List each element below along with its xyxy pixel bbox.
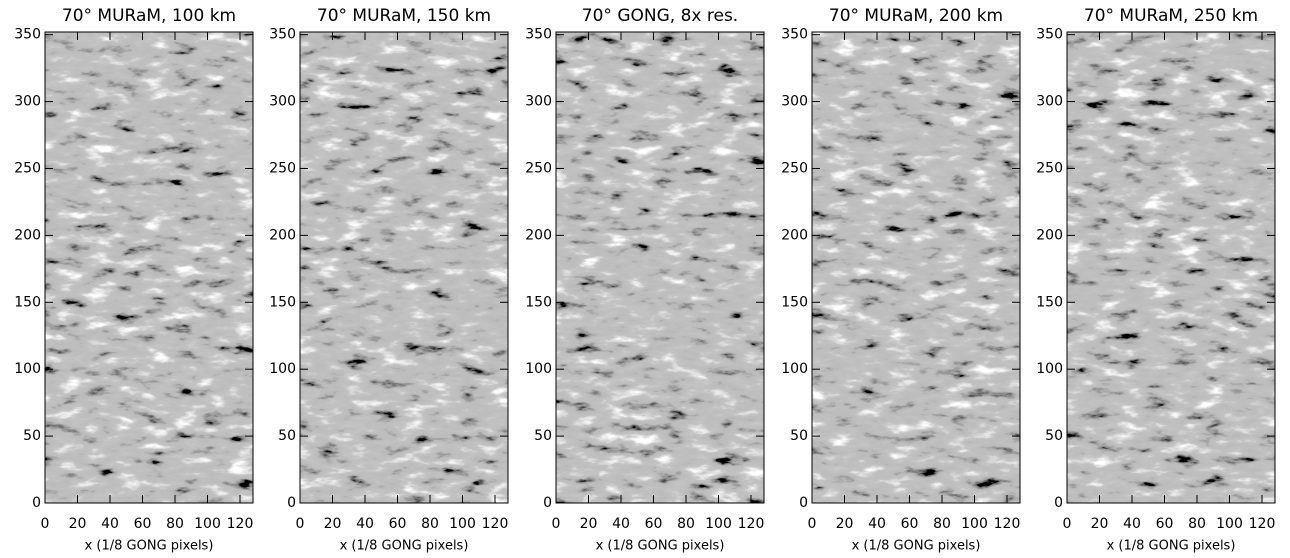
y-tick-label: 50: [790, 428, 808, 444]
y-tick-label: 100: [14, 361, 41, 377]
panel-title: 70° MURaM, 150 km: [317, 6, 491, 26]
x-tick-label: 120: [1249, 516, 1276, 532]
x-tick-label: 0: [808, 516, 817, 532]
x-tick-label: 100: [705, 516, 732, 532]
y-tick-label: 250: [781, 160, 808, 176]
y-tick-label: 300: [781, 94, 808, 110]
y-tick-label: 100: [269, 361, 296, 377]
y-tick-label: 250: [1036, 160, 1063, 176]
y-tick-label: 0: [799, 495, 808, 511]
x-tick-label: 40: [1123, 516, 1141, 532]
y-tick-label: 0: [32, 495, 41, 511]
y-tick-label: 200: [781, 227, 808, 243]
y-tick-label: 0: [1054, 495, 1063, 511]
x-tick-label: 0: [552, 516, 561, 532]
magnetogram: [1067, 32, 1275, 503]
y-tick-label: 150: [781, 294, 808, 310]
panel-title: 70° GONG, 8x res.: [582, 6, 738, 26]
x-tick-label: 120: [227, 516, 254, 532]
y-tick-label: 100: [781, 361, 808, 377]
y-tick-label: 250: [525, 160, 552, 176]
x-tick-label: 100: [449, 516, 476, 532]
y-tick-label: 200: [525, 227, 552, 243]
x-tick-label: 40: [101, 516, 119, 532]
x-tick-label: 80: [677, 516, 695, 532]
plot-frame: [811, 31, 1021, 504]
x-tick-label: 80: [1188, 516, 1206, 532]
x-axis-label: x (1/8 GONG pixels): [1107, 539, 1236, 554]
x-axis-label: x (1/8 GONG pixels): [596, 539, 725, 554]
x-tick-label: 100: [194, 516, 221, 532]
x-tick-label: 60: [645, 516, 663, 532]
plot-frame: [299, 31, 509, 504]
magnetogram: [556, 32, 764, 503]
x-tick-label: 20: [1091, 516, 1109, 532]
y-tick-label: 250: [14, 160, 41, 176]
y-tick-label: 200: [269, 227, 296, 243]
magnetogram: [300, 32, 508, 503]
plot-frame: [44, 31, 254, 504]
y-tick-label: 200: [1036, 227, 1063, 243]
x-tick-label: 120: [994, 516, 1021, 532]
x-tick-label: 80: [166, 516, 184, 532]
y-tick-label: 0: [287, 495, 296, 511]
y-tick-label: 150: [269, 294, 296, 310]
x-tick-label: 20: [69, 516, 87, 532]
panel-title: 70° MURaM, 200 km: [829, 6, 1003, 26]
y-tick-label: 350: [1036, 27, 1063, 43]
y-tick-label: 0: [543, 495, 552, 511]
y-tick-label: 50: [534, 428, 552, 444]
y-tick-label: 100: [1036, 361, 1063, 377]
magnetogram: [45, 32, 253, 503]
y-tick-label: 300: [525, 94, 552, 110]
y-tick-label: 50: [23, 428, 41, 444]
plot-frame: [1066, 31, 1276, 504]
panel-title: 70° MURaM, 250 km: [1084, 6, 1258, 26]
x-tick-label: 0: [1063, 516, 1072, 532]
y-tick-label: 200: [14, 227, 41, 243]
x-tick-label: 80: [933, 516, 951, 532]
y-tick-label: 350: [525, 27, 552, 43]
y-tick-label: 100: [525, 361, 552, 377]
x-tick-label: 60: [134, 516, 152, 532]
x-tick-label: 120: [738, 516, 765, 532]
y-tick-label: 300: [14, 94, 41, 110]
y-tick-label: 350: [14, 27, 41, 43]
x-tick-label: 60: [901, 516, 919, 532]
x-tick-label: 40: [612, 516, 630, 532]
x-tick-label: 120: [482, 516, 509, 532]
x-tick-label: 20: [836, 516, 854, 532]
x-tick-label: 0: [41, 516, 50, 532]
y-tick-label: 150: [14, 294, 41, 310]
y-tick-label: 150: [525, 294, 552, 310]
magnetogram: [812, 32, 1020, 503]
x-tick-label: 40: [868, 516, 886, 532]
panel-title: 70° MURaM, 100 km: [62, 6, 236, 26]
x-tick-label: 60: [1156, 516, 1174, 532]
y-tick-label: 350: [269, 27, 296, 43]
x-tick-label: 40: [356, 516, 374, 532]
y-tick-label: 50: [278, 428, 296, 444]
x-tick-label: 20: [580, 516, 598, 532]
y-tick-label: 250: [269, 160, 296, 176]
plot-frame: [555, 31, 765, 504]
x-tick-label: 60: [389, 516, 407, 532]
x-tick-label: 20: [324, 516, 342, 532]
x-axis-label: x (1/8 GONG pixels): [340, 539, 469, 554]
x-tick-label: 100: [961, 516, 988, 532]
x-tick-label: 80: [421, 516, 439, 532]
y-tick-label: 300: [269, 94, 296, 110]
x-axis-label: x (1/8 GONG pixels): [85, 539, 214, 554]
x-axis-label: x (1/8 GONG pixels): [852, 539, 981, 554]
y-tick-label: 300: [1036, 94, 1063, 110]
y-tick-label: 50: [1045, 428, 1063, 444]
x-tick-label: 0: [296, 516, 305, 532]
y-tick-label: 350: [781, 27, 808, 43]
y-tick-label: 150: [1036, 294, 1063, 310]
x-tick-label: 100: [1216, 516, 1243, 532]
